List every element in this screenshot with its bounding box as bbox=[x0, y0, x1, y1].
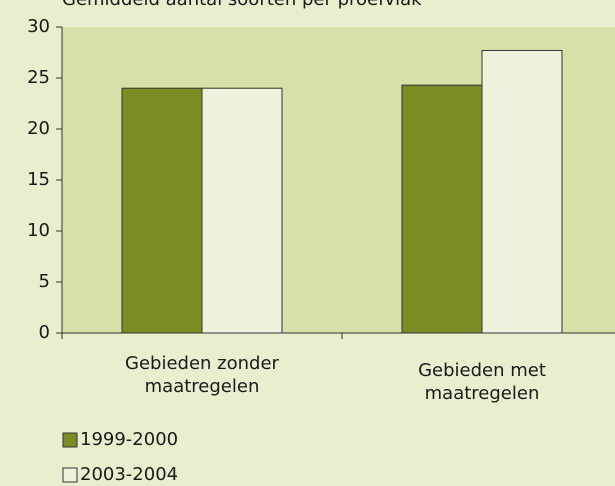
y-tick-label: 5 bbox=[39, 271, 50, 292]
x-tick-label: Gebieden met maatregelen bbox=[418, 360, 546, 404]
legend-label: 2003-2004 bbox=[80, 464, 178, 485]
legend-swatch bbox=[62, 432, 78, 448]
bar bbox=[401, 84, 483, 334]
y-tick-label: 15 bbox=[27, 169, 50, 190]
y-tick-label: 30 bbox=[27, 16, 50, 37]
chart-title: Gemiddeld aantal soorten per proefvlak bbox=[62, 0, 422, 10]
y-tick-label: 10 bbox=[27, 220, 50, 241]
legend-label: 1999-2000 bbox=[80, 429, 178, 450]
y-tick-label: 25 bbox=[27, 67, 50, 88]
legend-swatch bbox=[62, 467, 78, 483]
bar bbox=[481, 49, 563, 334]
bar bbox=[121, 87, 203, 334]
x-tick-label: Gebieden zonder maatregelen bbox=[125, 353, 279, 397]
y-tick-label: 20 bbox=[27, 118, 50, 139]
y-tick-label: 0 bbox=[39, 322, 50, 343]
bar bbox=[201, 87, 283, 334]
